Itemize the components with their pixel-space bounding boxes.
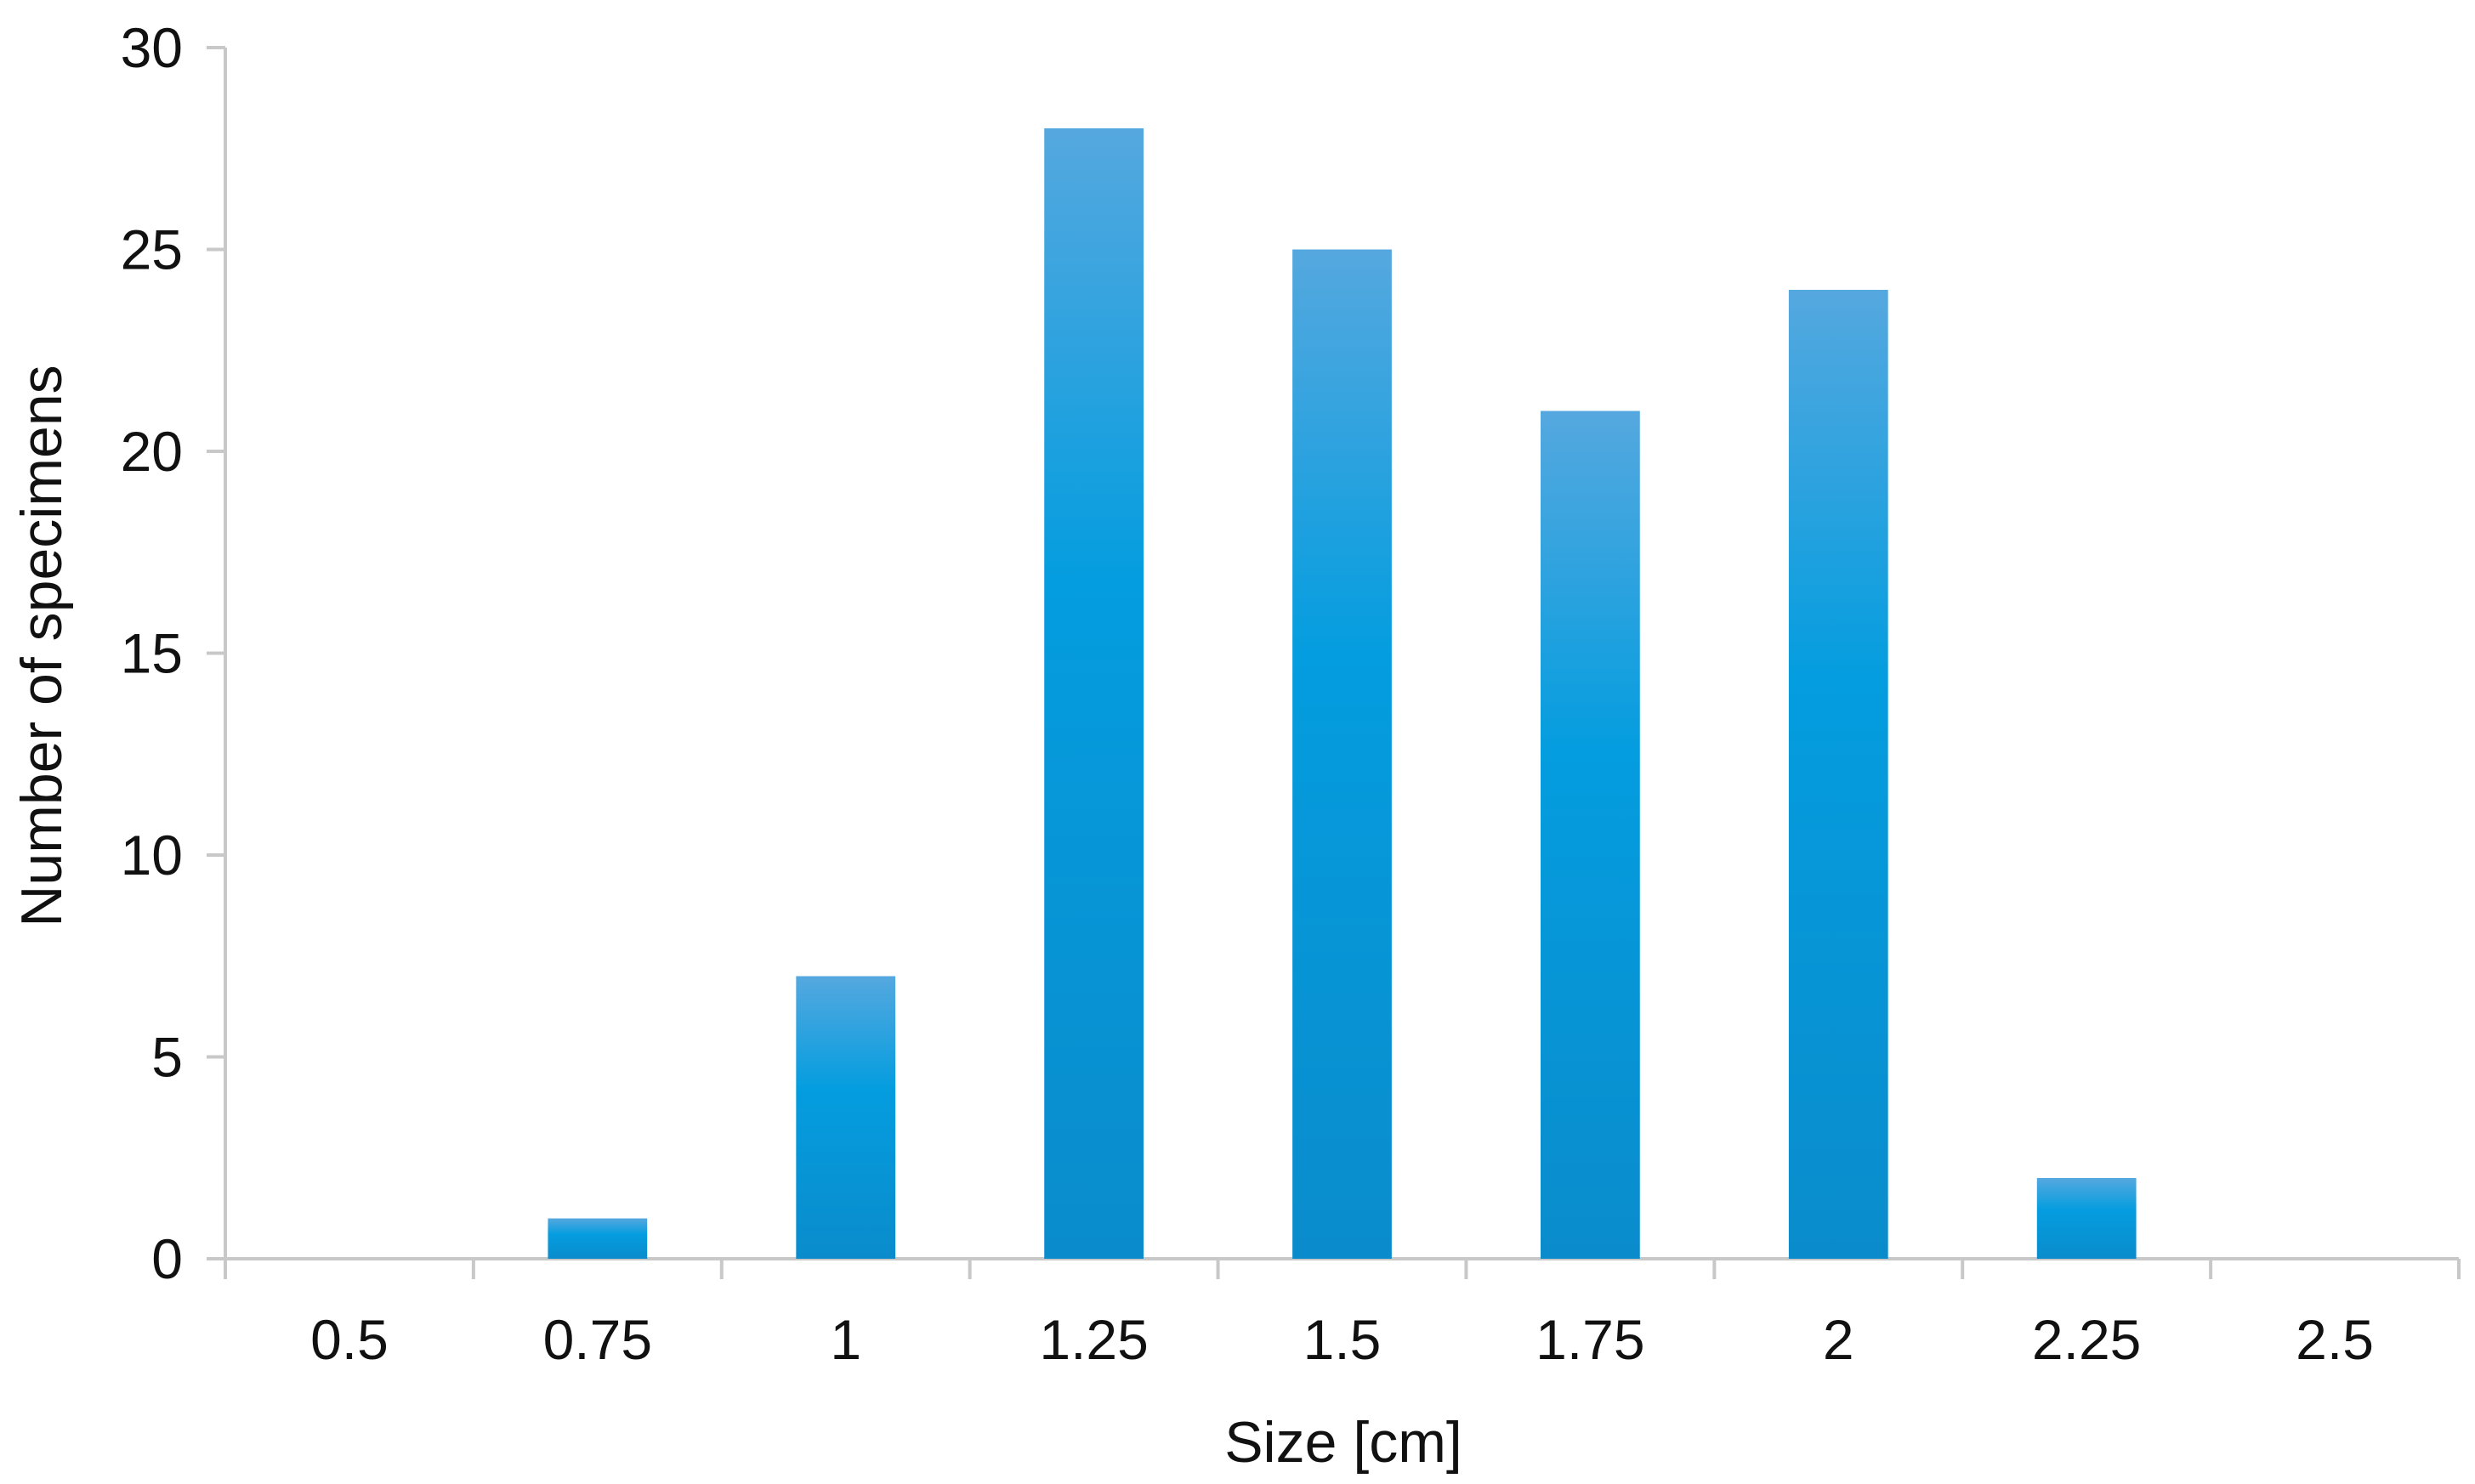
y-tick-label: 30 <box>121 16 183 79</box>
x-tick-label: 0.75 <box>543 1308 652 1371</box>
y-tick-label: 10 <box>121 824 183 886</box>
y-tick-label: 0 <box>151 1227 183 1290</box>
x-tick-label: 2 <box>1823 1308 1854 1371</box>
y-tick-label: 20 <box>121 420 183 483</box>
x-axis <box>224 1257 2461 1279</box>
bar-1.75 <box>1541 411 1640 1259</box>
y-axis-title: Number of specimens <box>9 365 74 926</box>
y-tick-labels: 0 5 10 15 20 25 30 <box>121 16 183 1290</box>
bar-1.25 <box>1044 128 1144 1259</box>
y-axis <box>207 46 227 1260</box>
bar-2.25 <box>2036 1178 2137 1259</box>
x-tick-label: 2.5 <box>2296 1308 2374 1371</box>
x-tick-labels: 0.5 0.75 1 1.25 1.5 1.75 2 2.25 2.5 <box>310 1308 2374 1371</box>
x-tick-label: 2.25 <box>2032 1308 2141 1371</box>
y-tick-label: 25 <box>121 218 183 281</box>
x-tick-label: 1 <box>830 1308 861 1371</box>
x-tick-label: 1.25 <box>1039 1308 1148 1371</box>
x-tick-label: 0.5 <box>310 1308 389 1371</box>
x-tick-label: 1.5 <box>1303 1308 1382 1371</box>
bar-2 <box>1788 290 1888 1259</box>
bar-1.5 <box>1292 249 1392 1259</box>
x-tick-label: 1.75 <box>1536 1308 1644 1371</box>
y-tick-label: 5 <box>151 1026 183 1089</box>
y-tick-label: 15 <box>121 622 183 685</box>
bar-1 <box>796 976 896 1259</box>
x-axis-title: Size [cm] <box>1224 1410 1462 1475</box>
bar-0.75 <box>548 1218 648 1259</box>
bars <box>548 128 2137 1259</box>
